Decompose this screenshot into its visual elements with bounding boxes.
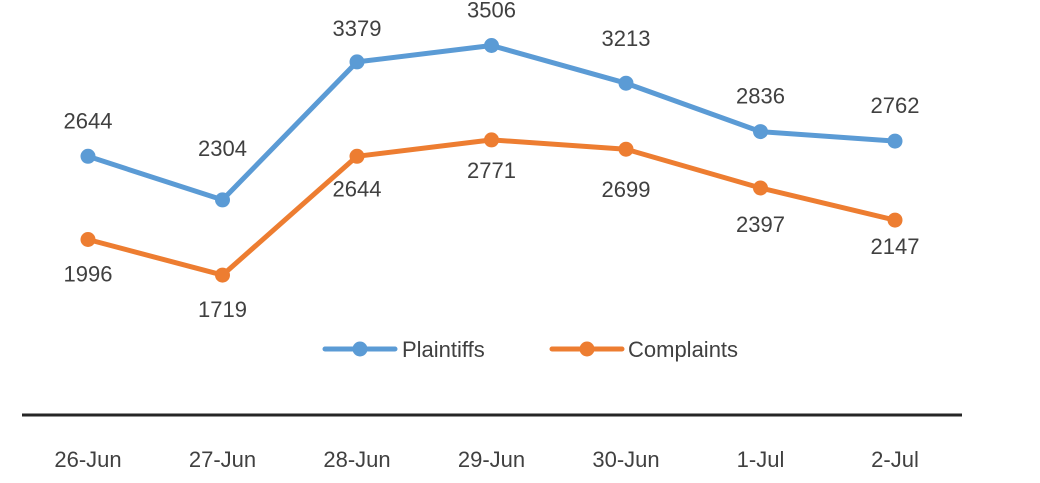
legend-swatch-marker-plaintiffs (352, 341, 368, 357)
data-label-plaintiffs-0: 2644 (64, 108, 113, 133)
x-tick-label-2: 28-Jun (323, 447, 390, 472)
x-tick-label-6: 2-Jul (871, 447, 919, 472)
x-tick-label-5: 1-Jul (737, 447, 785, 472)
data-point-complaints-1 (215, 267, 230, 283)
data-label-complaints-2: 2644 (333, 176, 382, 201)
x-tick-label-0: 26-Jun (54, 447, 121, 472)
data-label-complaints-5: 2397 (736, 212, 785, 237)
data-point-complaints-2 (349, 148, 365, 164)
data-point-complaints-4 (618, 141, 634, 157)
data-point-plaintiffs-4 (618, 75, 634, 91)
data-label-plaintiffs-5: 2836 (736, 84, 785, 109)
x-tick-label-1: 27-Jun (189, 447, 256, 472)
data-label-complaints-3: 2771 (467, 158, 516, 183)
legend-swatch-marker-complaints (579, 341, 595, 357)
x-tick-label-4: 30-Jun (592, 447, 659, 472)
legend: Plaintiffs Complaints (322, 337, 738, 362)
data-label-plaintiffs-3: 3506 (467, 0, 516, 23)
data-label-complaints-4: 2699 (602, 177, 651, 202)
data-label-complaints-1: 1719 (198, 297, 247, 322)
data-label-plaintiffs-2: 3379 (333, 16, 382, 41)
legend-item-plaintiffs: Plaintiffs (322, 337, 485, 362)
data-point-complaints-5 (753, 180, 768, 196)
data-label-complaints-0: 1996 (64, 262, 113, 287)
legend-item-complaints: Complaints (549, 337, 738, 362)
data-point-complaints-0 (80, 232, 96, 247)
data-point-plaintiffs-5 (753, 124, 768, 140)
series-layer (80, 38, 903, 283)
data-labels-layer: 2644 2304 3379 3506 3213 2836 2762 1996 1719 2644… (64, 0, 920, 322)
data-point-complaints-6 (887, 212, 903, 228)
data-label-plaintiffs-4: 3213 (602, 26, 651, 51)
data-point-complaints-3 (484, 132, 499, 148)
legend-label-complaints: Complaints (628, 337, 738, 362)
data-point-plaintiffs-1 (215, 192, 230, 208)
data-label-complaints-6: 2147 (871, 234, 920, 259)
data-label-plaintiffs-6: 2762 (871, 93, 920, 118)
x-tick-label-3: 29-Jun (458, 447, 525, 472)
data-label-plaintiffs-1: 2304 (198, 136, 247, 161)
x-axis-tick-labels: 26-Jun 27-Jun 28-Jun 29-Jun 30-Jun 1-Jul 2-Jul (54, 447, 918, 472)
data-point-plaintiffs-2 (349, 54, 365, 70)
data-point-plaintiffs-3 (484, 38, 499, 53)
data-point-plaintiffs-6 (887, 133, 903, 149)
legend-label-plaintiffs: Plaintiffs (402, 337, 485, 362)
data-point-plaintiffs-0 (80, 148, 96, 164)
